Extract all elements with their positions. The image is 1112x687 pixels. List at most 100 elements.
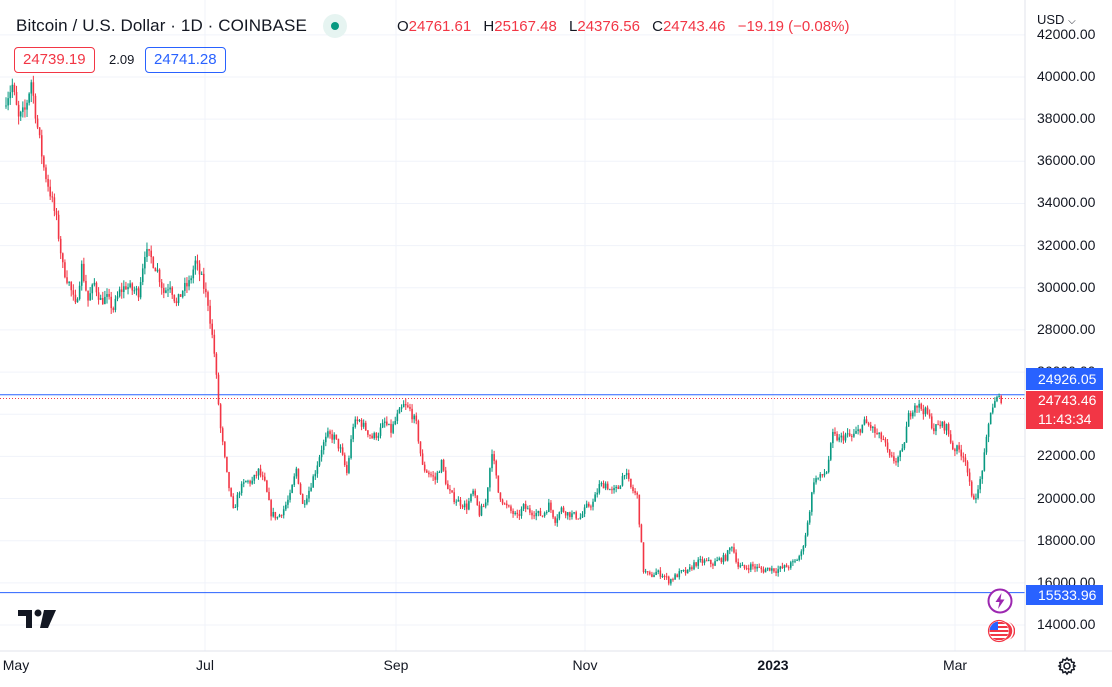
candle-body (581, 513, 584, 518)
candle-body (939, 424, 941, 427)
candle-body (665, 576, 668, 578)
candle-body (840, 435, 843, 438)
candle-body (642, 542, 645, 572)
support-line-price-tag[interactable]: 15533.96 (1026, 585, 1103, 605)
candle-body (209, 305, 211, 324)
candle-body (722, 555, 725, 563)
candle-body (15, 91, 18, 105)
candle-body (920, 403, 923, 409)
candle-body (832, 431, 834, 444)
candle-body (756, 566, 758, 569)
candle-body (842, 435, 845, 441)
time-axis-label: Jul (196, 657, 214, 673)
candle-body (87, 290, 89, 301)
candle-body (682, 569, 685, 571)
candle-body (968, 472, 971, 482)
candle-body (200, 273, 203, 275)
candle-body (491, 454, 493, 469)
candle-body (396, 413, 399, 421)
candle-body (933, 428, 935, 432)
candle-body (817, 477, 819, 479)
us-flag-icon[interactable] (987, 618, 1015, 644)
candle-body (522, 504, 525, 509)
candle-body (32, 82, 35, 96)
horizontal-line-price-tag[interactable]: 24926.05 (1026, 368, 1103, 390)
time-grid-lines (204, 0, 956, 651)
buy-price-button[interactable]: 24741.28 (145, 47, 226, 73)
candle-body (108, 294, 110, 297)
candle-body (747, 568, 750, 570)
candle-body (844, 434, 847, 441)
candle-body (106, 294, 108, 297)
candle-body (468, 501, 470, 510)
candle-body (236, 494, 239, 508)
candle-body (499, 492, 502, 500)
candle-body (836, 433, 838, 441)
candle-body (537, 510, 540, 513)
candle-body (293, 476, 296, 485)
candle-body (335, 434, 338, 439)
candle-body (752, 564, 754, 567)
candle-body (794, 560, 796, 562)
candle-body (440, 459, 443, 472)
candle-body (28, 93, 30, 103)
candle-body (362, 422, 365, 427)
candle-body (737, 561, 739, 567)
price-axis-label: 22000.00 (1037, 447, 1096, 464)
candle-body (43, 156, 45, 168)
candle-body (165, 290, 167, 293)
candle-body (51, 196, 54, 198)
candle-body (562, 507, 565, 512)
candle-body (636, 492, 638, 495)
candle-body (489, 468, 491, 488)
sell-price-button[interactable]: 24739.19 (14, 47, 95, 73)
gear-icon[interactable] (1057, 656, 1077, 676)
candle-body (598, 484, 601, 493)
candle-body (619, 485, 622, 489)
candle-body (888, 449, 891, 456)
candle-body (909, 413, 912, 417)
candle-body (297, 468, 300, 484)
candle-body (684, 569, 687, 574)
candle-body (148, 249, 150, 251)
tradingview-logo-icon[interactable] (18, 608, 58, 630)
currency-selector[interactable]: USD ⌵ (1037, 12, 1076, 27)
candle-body (693, 562, 695, 570)
candle-body (40, 135, 43, 157)
candle-body (253, 474, 256, 481)
candle-body (956, 445, 958, 452)
candle-body (163, 287, 165, 293)
candle-body (973, 495, 975, 500)
symbol-title[interactable]: Bitcoin / U.S. Dollar · 1D · COINBASE (16, 16, 307, 35)
candle-body (987, 424, 990, 437)
candle-body (739, 565, 742, 567)
lightning-icon[interactable] (987, 588, 1013, 614)
candle-body (661, 575, 664, 577)
candle-body (303, 503, 306, 505)
change-value: −19.19 (−0.08%) (737, 18, 850, 35)
price-axis-label: 20000.00 (1037, 489, 1096, 506)
candle-body (449, 489, 451, 491)
candle-body (463, 503, 466, 508)
candle-body (358, 419, 361, 422)
candle-body (554, 517, 556, 523)
candle-body (291, 484, 293, 493)
candle-body (503, 503, 506, 505)
candle-body (867, 423, 870, 425)
candle-body (606, 483, 609, 490)
candle-body (426, 470, 428, 473)
candle-body (306, 498, 308, 504)
candle-body (937, 424, 939, 426)
candle-body (646, 571, 649, 573)
candle-body (930, 416, 933, 429)
candle-body (798, 556, 801, 560)
price-axis-label: 34000.00 (1037, 194, 1096, 211)
candle-body (156, 269, 159, 272)
candle-body (266, 480, 268, 492)
low-label: L (569, 18, 578, 35)
candle-body (949, 434, 952, 443)
candle-body (829, 443, 832, 460)
candle-body (800, 551, 803, 557)
candle-body (897, 457, 899, 463)
